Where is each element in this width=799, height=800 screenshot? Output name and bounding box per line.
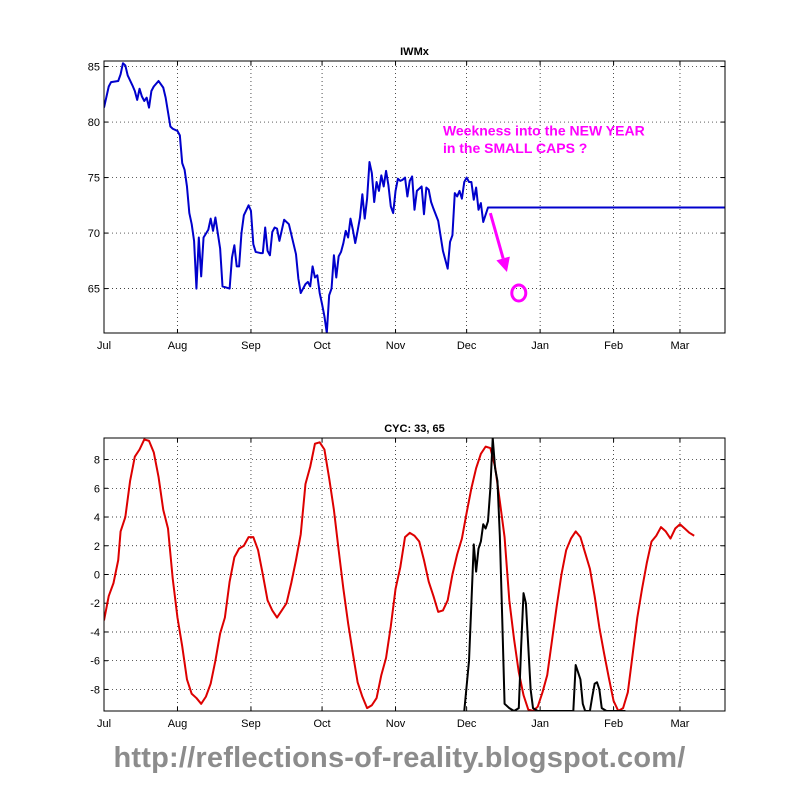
footer-url: http://reflections-of-reality.blogspot.c… bbox=[113, 742, 686, 774]
x-tick-label: Oct bbox=[313, 340, 330, 352]
y-tick-label: 6 bbox=[94, 483, 100, 495]
x-tick-label: Oct bbox=[313, 718, 330, 730]
x-tick-label: Nov bbox=[386, 718, 406, 730]
annotation-arrow-shaft bbox=[488, 212, 505, 259]
y-tick-label: 8 bbox=[94, 455, 100, 467]
x-tick-label: Feb bbox=[604, 718, 623, 730]
series-line-2 bbox=[463, 438, 626, 711]
y-tick-label: -8 bbox=[90, 684, 100, 696]
x-tick-label: Aug bbox=[168, 340, 188, 352]
y-tick-label: -2 bbox=[90, 598, 100, 610]
axes-frame bbox=[103, 60, 726, 334]
y-tick-label: 85 bbox=[88, 62, 100, 74]
chart-title: IWMx bbox=[400, 46, 430, 58]
x-tick-label: Feb bbox=[604, 340, 623, 352]
annotation-text: Weekness into the NEW YEAR bbox=[443, 122, 645, 138]
x-tick-label: Sep bbox=[241, 718, 261, 730]
chart-panel-1: Jul Aug Sep Oct Nov Dec Jan Feb Mar 65 70 75 80 85 IWM… bbox=[88, 46, 726, 352]
x-tick-label: Sep bbox=[241, 340, 261, 352]
annotation-circle bbox=[510, 283, 528, 303]
axes-frame bbox=[103, 437, 726, 712]
x-tick-label: Jan bbox=[531, 718, 549, 730]
x-tick-label: Jul bbox=[97, 340, 111, 352]
x-tick-label: Aug bbox=[168, 718, 188, 730]
x-tick-label: Dec bbox=[457, 718, 477, 730]
plot-area bbox=[104, 438, 725, 711]
series-line-1 bbox=[104, 438, 695, 711]
series-line-1 bbox=[104, 62, 725, 333]
chart-panel-2: Jul Aug Sep Oct Nov Dec Jan Feb Mar -8 -6 -4 -2 0 2 4 6 8… bbox=[90, 423, 726, 730]
x-tick-label: Mar bbox=[670, 718, 689, 730]
x-tick-label: Nov bbox=[386, 340, 406, 352]
annotation-text: in the SMALL CAPS ? bbox=[443, 140, 587, 156]
x-tick-label: Dec bbox=[457, 340, 477, 352]
y-tick-label: 65 bbox=[88, 284, 100, 296]
annotation-arrow-head bbox=[496, 256, 510, 272]
y-tick-label: 0 bbox=[94, 570, 100, 582]
y-tick-label: -6 bbox=[90, 656, 100, 668]
y-tick-label: -4 bbox=[90, 627, 100, 639]
y-tick-label: 4 bbox=[94, 512, 100, 524]
y-tick-label: 70 bbox=[88, 228, 100, 240]
y-tick-label: 80 bbox=[88, 117, 100, 129]
x-tick-label: Jul bbox=[97, 718, 111, 730]
x-tick-label: Jan bbox=[531, 340, 549, 352]
x-tick-label: Mar bbox=[670, 340, 689, 352]
y-tick-label: 75 bbox=[88, 173, 100, 185]
chart-title: CYC: 33, 65 bbox=[384, 423, 445, 435]
y-tick-label: 2 bbox=[94, 541, 100, 553]
